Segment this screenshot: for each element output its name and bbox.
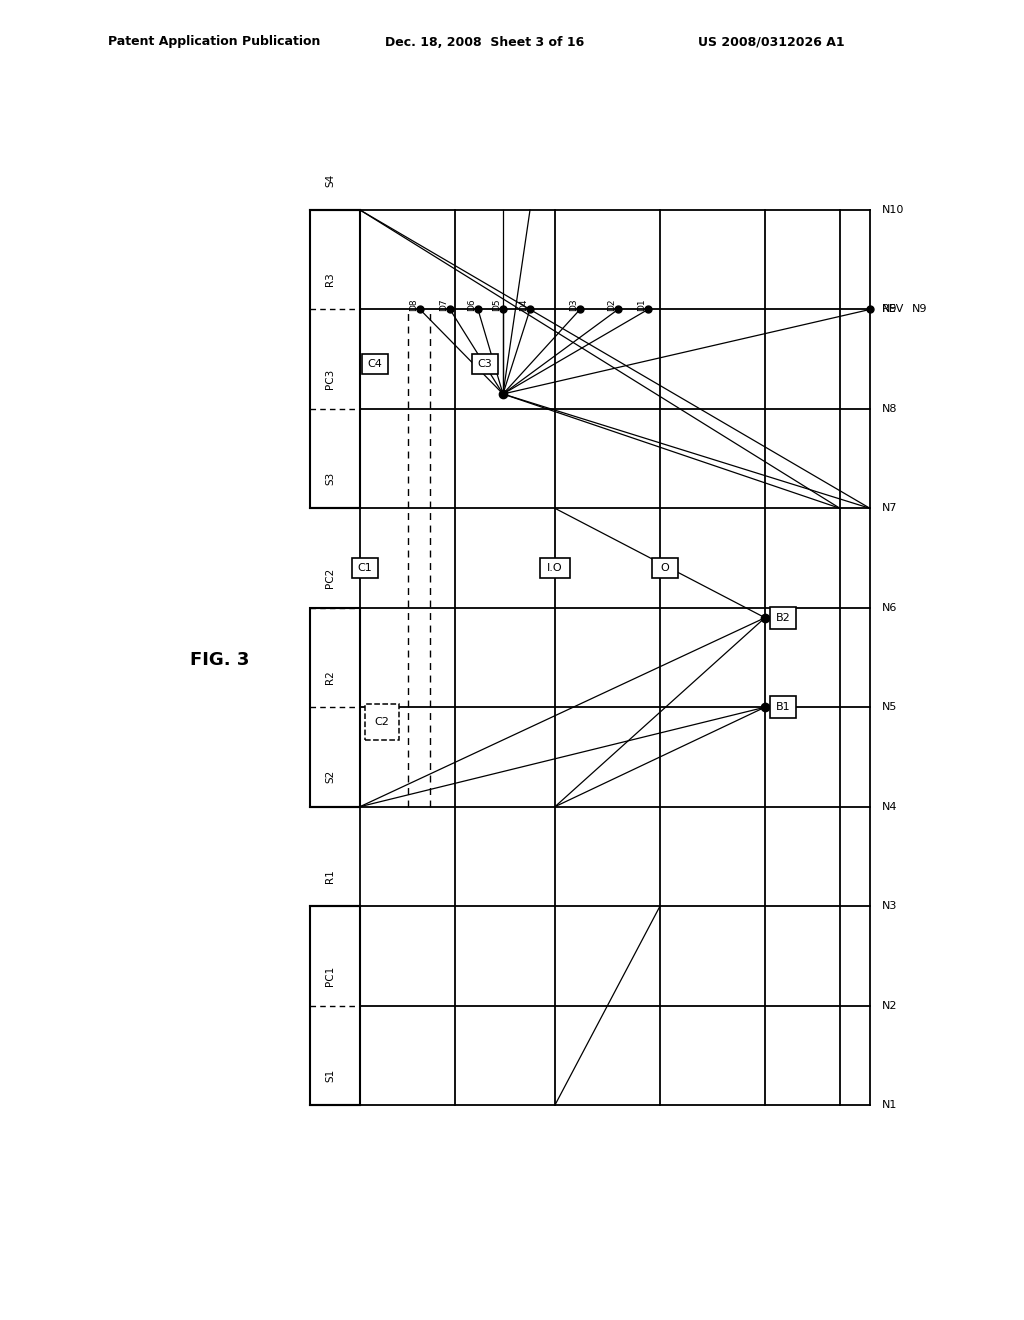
Text: R1: R1 — [325, 870, 335, 883]
Text: Patent Application Publication: Patent Application Publication — [108, 36, 321, 49]
Text: S3: S3 — [325, 471, 335, 486]
Text: C3: C3 — [477, 359, 493, 370]
Text: PC2: PC2 — [325, 568, 335, 589]
Text: R2: R2 — [325, 671, 335, 684]
Text: N6: N6 — [882, 603, 897, 612]
Text: S4: S4 — [325, 173, 335, 187]
Text: D4: D4 — [519, 298, 528, 310]
Bar — [770, 607, 796, 628]
Bar — [352, 558, 378, 578]
Bar — [770, 696, 796, 718]
Bar — [472, 354, 498, 374]
Text: O: O — [660, 564, 670, 573]
Text: N5: N5 — [882, 702, 897, 713]
Text: C1: C1 — [357, 564, 373, 573]
Text: B2: B2 — [775, 612, 791, 623]
Bar — [652, 558, 678, 578]
Bar — [365, 704, 399, 741]
Text: B1: B1 — [776, 702, 791, 713]
Text: N9: N9 — [882, 305, 897, 314]
Text: US 2008/0312026 A1: US 2008/0312026 A1 — [698, 36, 845, 49]
Text: D8: D8 — [409, 298, 418, 310]
Text: N4: N4 — [882, 801, 897, 812]
Text: I.O: I.O — [547, 564, 563, 573]
Text: N10: N10 — [882, 205, 904, 215]
Text: FIG. 3: FIG. 3 — [190, 651, 250, 669]
Text: D6: D6 — [467, 298, 476, 310]
Text: D3: D3 — [569, 298, 578, 310]
Bar — [310, 607, 360, 807]
Text: N3: N3 — [882, 902, 897, 911]
Bar — [310, 210, 360, 508]
Bar — [362, 354, 388, 374]
Text: N8: N8 — [882, 404, 897, 414]
Bar — [540, 558, 570, 578]
Text: N1: N1 — [882, 1100, 897, 1110]
Text: REV: REV — [882, 305, 904, 314]
Text: PC3: PC3 — [325, 368, 335, 389]
Text: C2: C2 — [375, 717, 389, 727]
Text: D7: D7 — [439, 298, 449, 310]
Text: Dec. 18, 2008  Sheet 3 of 16: Dec. 18, 2008 Sheet 3 of 16 — [385, 36, 585, 49]
Text: D5: D5 — [492, 298, 501, 310]
Text: R3: R3 — [325, 273, 335, 286]
Text: D2: D2 — [607, 298, 616, 310]
Text: N7: N7 — [882, 503, 897, 513]
Text: S1: S1 — [325, 1069, 335, 1082]
Text: C4: C4 — [368, 359, 382, 370]
Text: S2: S2 — [325, 770, 335, 784]
Text: D1: D1 — [637, 298, 646, 310]
Text: PC1: PC1 — [325, 966, 335, 986]
Bar — [310, 906, 360, 1105]
Text: N2: N2 — [882, 1001, 897, 1011]
Text: N9: N9 — [912, 305, 928, 314]
